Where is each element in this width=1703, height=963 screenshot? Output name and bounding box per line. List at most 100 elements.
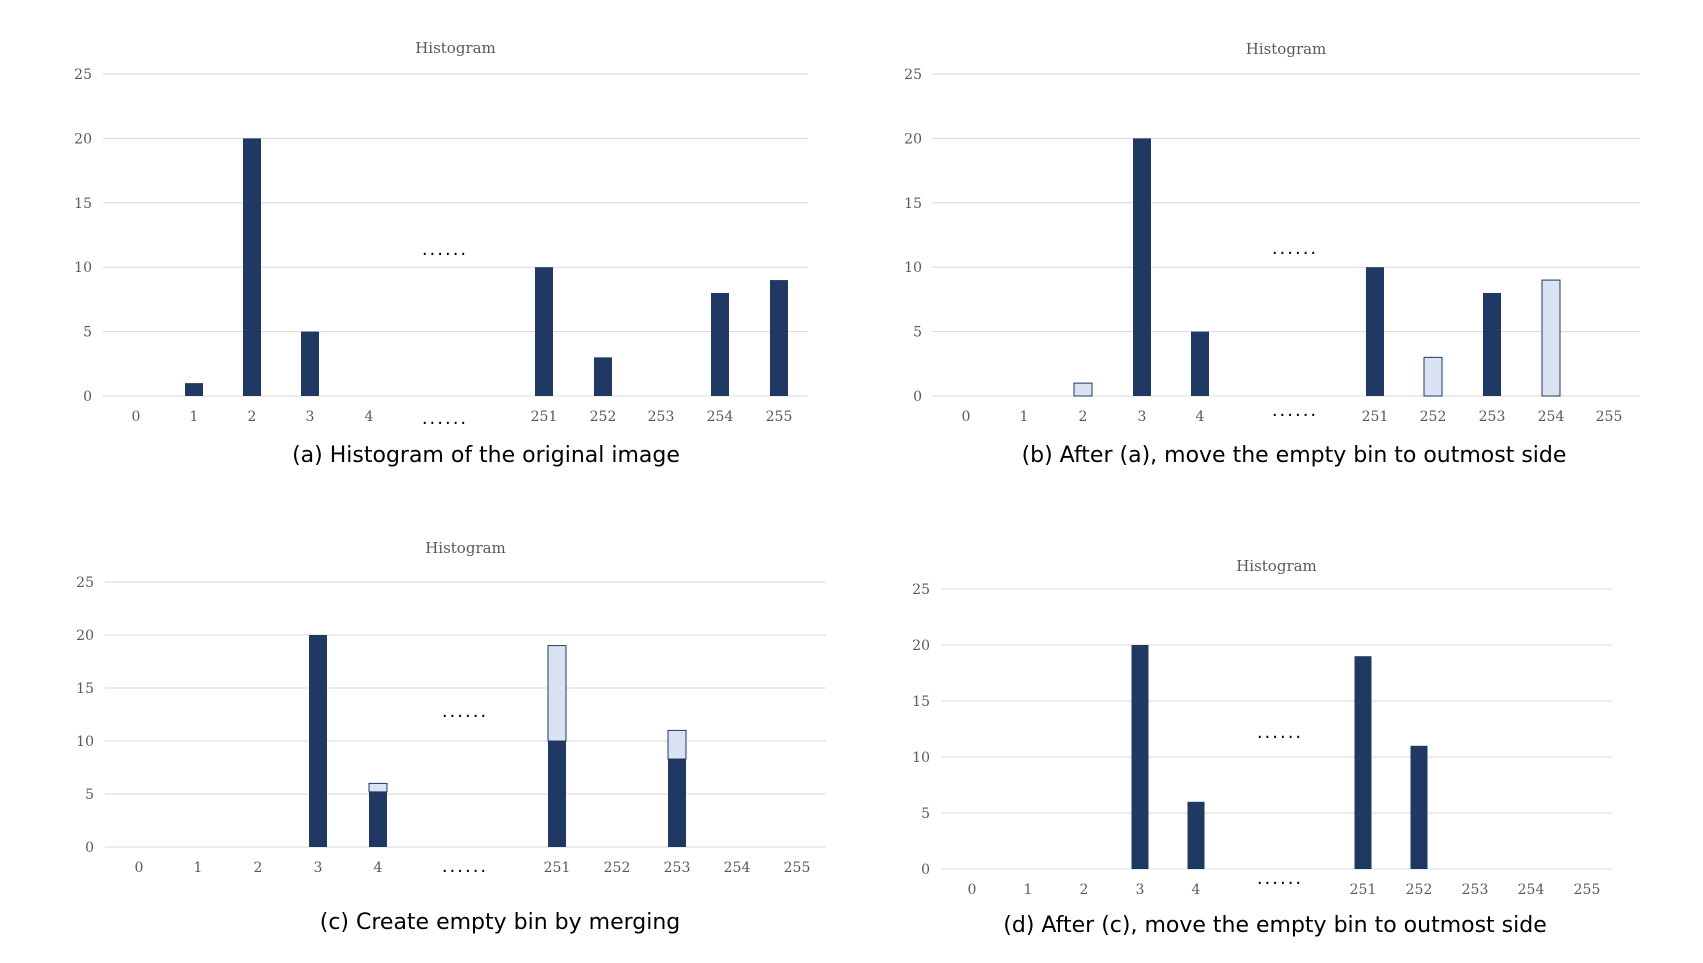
y-tick-label: 25 bbox=[912, 582, 930, 598]
bar-dark bbox=[1366, 267, 1384, 396]
bar-dark bbox=[1483, 292, 1501, 396]
bar-dark bbox=[548, 741, 566, 847]
x-tick-label: 251 bbox=[1362, 409, 1389, 425]
gap-marker: ...... bbox=[1272, 238, 1318, 259]
x-tick-label: 0 bbox=[968, 882, 977, 898]
x-tick-label: 255 bbox=[1574, 882, 1601, 898]
figure-caption: (a) Histogram of the original image bbox=[292, 443, 680, 468]
x-tick-label: 254 bbox=[724, 860, 751, 876]
bar-dark bbox=[1410, 745, 1428, 869]
y-tick-label: 0 bbox=[83, 389, 92, 405]
x-tick-label: 4 bbox=[1196, 409, 1205, 425]
y-tick-label: 5 bbox=[85, 787, 94, 803]
bar-dark bbox=[1354, 656, 1372, 869]
bar-dark bbox=[301, 331, 319, 396]
x-tick-label: 4 bbox=[374, 860, 383, 876]
bar-dark bbox=[243, 138, 261, 396]
x-tick-label: 251 bbox=[531, 409, 558, 425]
x-tick-label: 3 bbox=[1136, 882, 1145, 898]
chart-title: Histogram bbox=[415, 39, 496, 57]
y-tick-label: 10 bbox=[904, 260, 922, 276]
bar-light bbox=[1423, 356, 1443, 397]
y-tick-label: 15 bbox=[74, 196, 92, 212]
chart-panel-a: Histogram 0 5 10 15 20 25 0 1 2 3 4 251 252 253 254 255.… bbox=[74, 39, 808, 468]
chart-title: Histogram bbox=[425, 539, 506, 557]
bar-dark bbox=[369, 791, 387, 847]
chart-panel-c: Histogram 0 5 10 15 20 25 0 1 2 3 4 251 252 253 254 255.… bbox=[76, 539, 826, 935]
x-tick-label: 252 bbox=[1420, 409, 1447, 425]
x-tick-label: 253 bbox=[1479, 409, 1506, 425]
x-tick-label: 3 bbox=[314, 860, 323, 876]
bar-dark bbox=[770, 280, 788, 396]
y-tick-label: 20 bbox=[912, 638, 930, 654]
x-tick-label: 1 bbox=[1024, 882, 1033, 898]
x-tick-label: 255 bbox=[784, 860, 811, 876]
bar-dark bbox=[1133, 138, 1151, 396]
bar-dark bbox=[1191, 331, 1209, 396]
bar-light bbox=[547, 645, 567, 742]
y-tick-label: 25 bbox=[904, 67, 922, 83]
y-tick-label: 10 bbox=[912, 750, 930, 766]
gap-marker-axis: ...... bbox=[1272, 400, 1318, 421]
x-tick-label: 3 bbox=[1138, 409, 1147, 425]
y-tick-label: 5 bbox=[913, 325, 922, 341]
gap-marker-axis: ...... bbox=[1257, 868, 1303, 889]
x-tick-label: 1 bbox=[1020, 409, 1029, 425]
bar-light bbox=[1073, 382, 1093, 397]
x-tick-label: 0 bbox=[962, 409, 971, 425]
x-tick-label: 254 bbox=[1538, 409, 1565, 425]
bar-light bbox=[368, 782, 388, 793]
x-tick-label: 4 bbox=[365, 409, 374, 425]
x-tick-label: 0 bbox=[135, 860, 144, 876]
gap-marker-axis: ...... bbox=[442, 856, 488, 877]
chart-title: Histogram bbox=[1236, 557, 1317, 575]
y-tick-label: 15 bbox=[904, 196, 922, 212]
figure-caption: (c) Create empty bin by merging bbox=[320, 910, 681, 935]
x-tick-label: 4 bbox=[1192, 882, 1201, 898]
y-tick-label: 10 bbox=[76, 734, 94, 750]
y-tick-label: 15 bbox=[912, 694, 930, 710]
y-tick-label: 5 bbox=[83, 325, 92, 341]
bar-dark bbox=[668, 759, 686, 847]
x-tick-label: 255 bbox=[766, 409, 793, 425]
x-tick-label: 254 bbox=[1518, 882, 1545, 898]
bar-light bbox=[1541, 279, 1561, 397]
y-tick-label: 0 bbox=[913, 389, 922, 405]
gap-marker: ...... bbox=[422, 239, 468, 260]
bar-dark bbox=[711, 292, 729, 396]
x-tick-label: 252 bbox=[590, 409, 617, 425]
figure-caption: (b) After (a), move the empty bin to out… bbox=[1022, 443, 1567, 468]
x-tick-label: 253 bbox=[1462, 882, 1489, 898]
x-tick-label: 0 bbox=[132, 409, 141, 425]
x-tick-label: 254 bbox=[707, 409, 734, 425]
bar-dark bbox=[1131, 645, 1149, 869]
chart-panel-b: Histogram 0 5 10 15 20 25 0 1 2 3 4 251 252 253 254 255.… bbox=[904, 40, 1640, 468]
y-tick-label: 20 bbox=[904, 131, 922, 147]
y-tick-label: 20 bbox=[74, 131, 92, 147]
x-tick-label: 2 bbox=[1080, 882, 1089, 898]
y-tick-label: 20 bbox=[76, 628, 94, 644]
y-tick-label: 15 bbox=[76, 681, 94, 697]
bar-dark bbox=[535, 267, 553, 396]
bar-light bbox=[667, 729, 687, 760]
x-tick-label: 251 bbox=[544, 860, 571, 876]
x-tick-label: 253 bbox=[648, 409, 675, 425]
bar-dark bbox=[594, 357, 612, 396]
y-tick-label: 25 bbox=[74, 67, 92, 83]
y-tick-label: 10 bbox=[74, 260, 92, 276]
bar-dark bbox=[1187, 801, 1205, 869]
y-tick-label: 25 bbox=[76, 575, 94, 591]
bar-dark bbox=[309, 635, 327, 847]
x-tick-label: 3 bbox=[306, 409, 315, 425]
y-tick-label: 5 bbox=[921, 806, 930, 822]
x-tick-label: 2 bbox=[248, 409, 257, 425]
y-tick-label: 0 bbox=[85, 840, 94, 856]
x-tick-label: 1 bbox=[194, 860, 203, 876]
bar-dark bbox=[185, 383, 203, 396]
gap-marker-axis: ...... bbox=[422, 408, 468, 429]
x-tick-label: 252 bbox=[604, 860, 631, 876]
figure-caption: (d) After (c), move the empty bin to out… bbox=[1003, 913, 1546, 938]
gap-marker: ...... bbox=[1257, 722, 1303, 743]
gap-marker: ...... bbox=[442, 701, 488, 722]
